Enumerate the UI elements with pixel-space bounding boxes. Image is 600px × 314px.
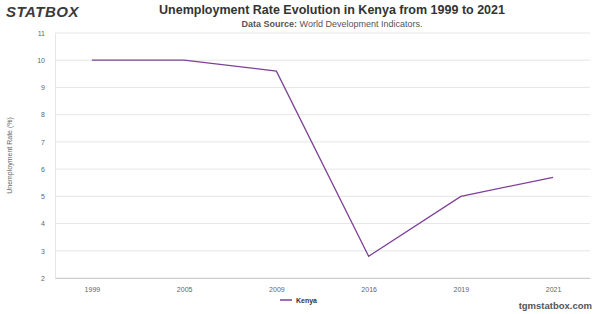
title: Unemployment Rate Evolution in Kenya fro… bbox=[159, 3, 505, 17]
y-tick-label: 7 bbox=[41, 139, 45, 146]
y-tick-label: 8 bbox=[41, 111, 45, 118]
x-tick-label: 2021 bbox=[546, 286, 562, 293]
grid-line bbox=[55, 169, 590, 170]
y-tick: 4 bbox=[41, 220, 55, 227]
y-tick: 8 bbox=[41, 111, 55, 118]
x-tick: 2005 bbox=[177, 278, 193, 293]
x-tick-label: 1999 bbox=[85, 286, 101, 293]
y-tick-label: 5 bbox=[41, 193, 45, 200]
y-axis-title: Unemployment Rate (%) bbox=[6, 117, 14, 194]
y-tick-label: 3 bbox=[41, 248, 45, 255]
y-tick: 7 bbox=[41, 139, 55, 146]
y-tick: 2 bbox=[41, 275, 55, 282]
logo: STATBOX bbox=[6, 3, 79, 20]
y-axis: 2 3 4 5 6 7 8 9 10 11 bbox=[37, 30, 55, 282]
y-tick-label: 10 bbox=[37, 57, 45, 64]
y-axis-line bbox=[55, 34, 56, 279]
x-tick: 1999 bbox=[85, 278, 101, 293]
grid-line bbox=[55, 141, 590, 142]
x-tick: 2019 bbox=[454, 278, 470, 293]
x-tick-label: 2016 bbox=[361, 286, 377, 293]
x-axis-line bbox=[56, 278, 591, 279]
grid-line bbox=[55, 250, 590, 251]
legend: Kenya bbox=[280, 297, 317, 305]
plot-area bbox=[92, 60, 553, 256]
y-tick: 10 bbox=[37, 57, 55, 64]
grid-line bbox=[55, 33, 590, 34]
x-tick-label: 2005 bbox=[177, 286, 193, 293]
x-tick-label: 2009 bbox=[269, 286, 285, 293]
grid-line bbox=[55, 87, 590, 88]
x-tick: 2016 bbox=[361, 278, 377, 293]
y-tick-label: 9 bbox=[41, 84, 45, 91]
grid-line bbox=[55, 223, 590, 224]
legend-swatch bbox=[280, 299, 292, 301]
y-tick-label: 2 bbox=[41, 275, 45, 282]
subtitle: Data Source: World Development Indicator… bbox=[242, 19, 423, 29]
grid bbox=[55, 33, 590, 278]
y-tick: 9 bbox=[41, 84, 55, 91]
x-axis: 1999 2005 2009 2016 2019 2021 bbox=[56, 278, 591, 293]
x-tick: 2009 bbox=[269, 278, 285, 293]
legend-label: Kenya bbox=[296, 297, 317, 305]
grid-line bbox=[55, 196, 590, 197]
x-tick-label: 2019 bbox=[454, 286, 470, 293]
y-tick: 5 bbox=[41, 193, 55, 200]
y-tick-label: 4 bbox=[41, 220, 45, 227]
line bbox=[92, 60, 553, 256]
y-tick-label: 11 bbox=[38, 30, 45, 37]
y-tick: 6 bbox=[41, 166, 55, 173]
chart: STATBOX Unemployment Rate Evolution in Ke… bbox=[0, 0, 600, 314]
y-tick: 3 bbox=[41, 248, 55, 255]
y-tick: 11 bbox=[38, 30, 55, 37]
grid-line bbox=[55, 114, 590, 115]
grid-line bbox=[55, 278, 590, 279]
y-tick-label: 6 bbox=[41, 166, 45, 173]
footer: tgmstatbox.com bbox=[519, 300, 592, 311]
x-tick: 2021 bbox=[546, 278, 562, 293]
